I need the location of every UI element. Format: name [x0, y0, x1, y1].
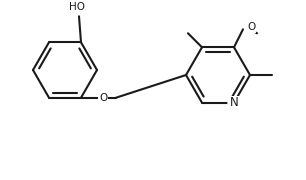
Text: HO: HO: [69, 2, 85, 12]
Circle shape: [228, 97, 240, 109]
Text: N: N: [230, 96, 238, 109]
Text: O: O: [99, 93, 107, 103]
Text: O: O: [247, 22, 255, 32]
